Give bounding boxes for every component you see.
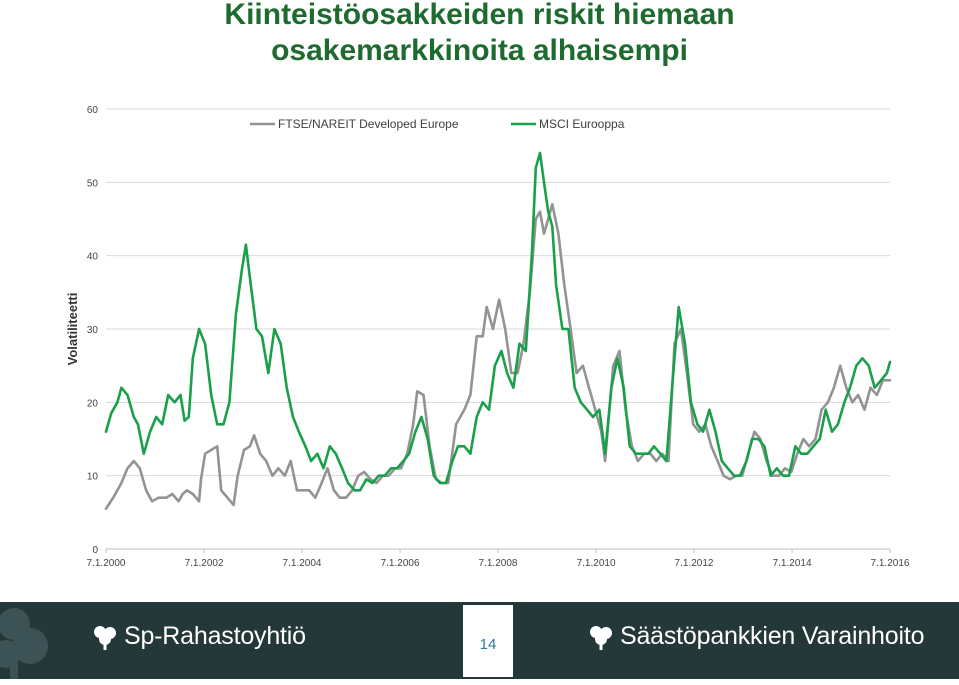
x-tick-label: 7.1.2006: [381, 558, 420, 569]
x-tick-label: 7.1.2016: [871, 558, 910, 569]
series-line-ftse-nareit: [104, 203, 892, 510]
x-tick-label: 7.1.2004: [283, 558, 322, 569]
chart-legend: FTSE/NAREIT Developed Europe MSCI Euroopp…: [250, 117, 625, 131]
left-brand-name: Sp-Rahastoyhtiö: [124, 622, 306, 650]
tree-watermark-icon: [0, 608, 48, 679]
x-tick-label: 7.1.2010: [577, 558, 616, 569]
y-tick-label: 10: [87, 472, 99, 483]
sp-rahastoyhtio-logo: Sp-Rahastoyhtiö: [92, 622, 306, 651]
y-tick-label: 20: [87, 398, 99, 409]
x-tick-label: 7.1.2008: [479, 558, 518, 569]
chart-series: [104, 151, 892, 510]
page-number: 14: [463, 605, 513, 677]
x-tick-label: 7.1.2014: [773, 558, 812, 569]
x-tick-label: 7.1.2012: [675, 558, 714, 569]
y-tick-label: 40: [87, 252, 99, 263]
right-brand-name: Säästöpankkien Varainhoito: [620, 622, 925, 650]
y-tick-label: 30: [87, 325, 99, 336]
slide-title-line-2: osakemarkkinoita alhaisempi: [271, 34, 688, 67]
slide-title: Kiinteistöosakkeiden riskit hiemaan osak…: [0, 0, 959, 69]
y-axis-tick-labels: 0 10 20 30 40 50 60: [87, 105, 99, 556]
footer-bar: Sp-Rahastoyhtiö 14 Säästöpankkien Varain…: [0, 602, 959, 679]
slide-title-line-1: Kiinteistöosakkeiden riskit hiemaan: [224, 0, 735, 31]
y-axis-label: Volatiliteetti: [65, 293, 80, 366]
chart-gridlines: [106, 108, 890, 550]
y-tick-label: 0: [92, 545, 98, 556]
series-line-msci-eurooppa: [104, 151, 892, 492]
legend-label: FTSE/NAREIT Developed Europe: [278, 117, 459, 131]
x-tick-label: 7.1.2002: [185, 558, 224, 569]
x-tick-label: 7.1.2000: [87, 558, 126, 569]
x-axis-tick-labels: 7.1.2000 7.1.2002 7.1.2004 7.1.2006 7.1.2008…: [87, 549, 910, 569]
y-tick-label: 60: [87, 105, 99, 116]
y-tick-label: 50: [87, 178, 99, 189]
tree-icon: [590, 625, 612, 650]
legend-label: MSCI Eurooppa: [539, 117, 625, 131]
saastopankkien-varainhoito-logo: Säästöpankkien Varainhoito: [588, 622, 924, 651]
tree-icon: [94, 625, 116, 650]
